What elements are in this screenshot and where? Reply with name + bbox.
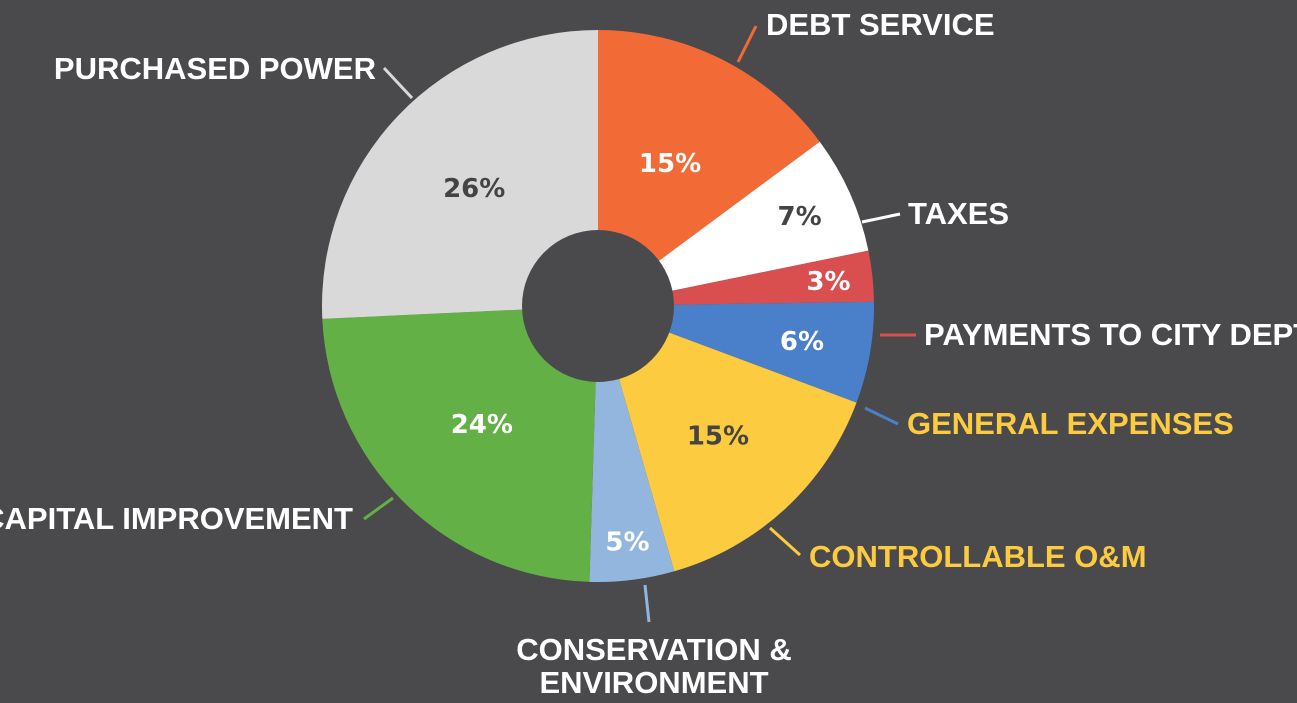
value-label-debt-service: 15%	[639, 149, 701, 179]
leader-lines	[363, 25, 916, 623]
leader-line-conservation-and-environment	[643, 584, 651, 623]
leader-line-capital-improvement	[363, 496, 394, 521]
slice-controllable-oandm	[598, 306, 857, 572]
leader-line-purchased-power	[382, 66, 414, 100]
slice-purchased-power	[322, 30, 598, 319]
value-label-general-expenses: 6%	[780, 327, 824, 357]
slice-capital-improvement	[322, 306, 598, 582]
value-label-taxes: 7%	[778, 202, 822, 232]
value-label-payments-to-city-depts: 3%	[806, 267, 850, 297]
value-label-capital-improvement: 24%	[451, 410, 513, 440]
category-label-payments-to-city-depts: PAYMENTS TO CITY DEPTS	[924, 317, 1297, 352]
leader-line-general-expenses	[864, 406, 899, 426]
category-label-conservation-and-environment: CONSERVATION &ENVIRONMENT	[516, 632, 792, 700]
donut-slices	[322, 30, 874, 583]
category-label-capital-improvement: CAPITAL IMPROVEMENT	[0, 501, 353, 536]
donut-hole	[522, 230, 674, 382]
slice-taxes	[598, 141, 869, 306]
category-label-line: ENVIRONMENT	[539, 665, 768, 700]
value-label-purchased-power: 26%	[443, 174, 505, 204]
category-label-debt-service: DEBT SERVICE	[766, 7, 995, 42]
category-labels: DEBT SERVICE TAXES PAYMENTS TO CITY DEPTS G…	[0, 7, 1297, 700]
slice-debt-service	[598, 30, 820, 306]
category-label-taxes: TAXES	[908, 196, 1009, 231]
category-label-general-expenses: GENERAL EXPENSES	[907, 406, 1234, 441]
category-label-purchased-power: PURCHASED POWER	[54, 51, 376, 86]
value-labels: 15% 7% 3% 6% 15% 5% 24% 26%	[443, 149, 850, 557]
value-label-controllable-oandm: 15%	[687, 422, 749, 452]
value-label-conservation-and-environment: 5%	[605, 528, 649, 558]
category-label-line: CONSERVATION &	[516, 632, 792, 667]
leader-line-controllable-oandm	[768, 526, 802, 557]
leader-line-debt-service	[736, 25, 758, 63]
category-label-controllable-oandm: CONTROLLABLE O&M	[809, 539, 1147, 574]
leader-line-taxes	[861, 212, 901, 224]
